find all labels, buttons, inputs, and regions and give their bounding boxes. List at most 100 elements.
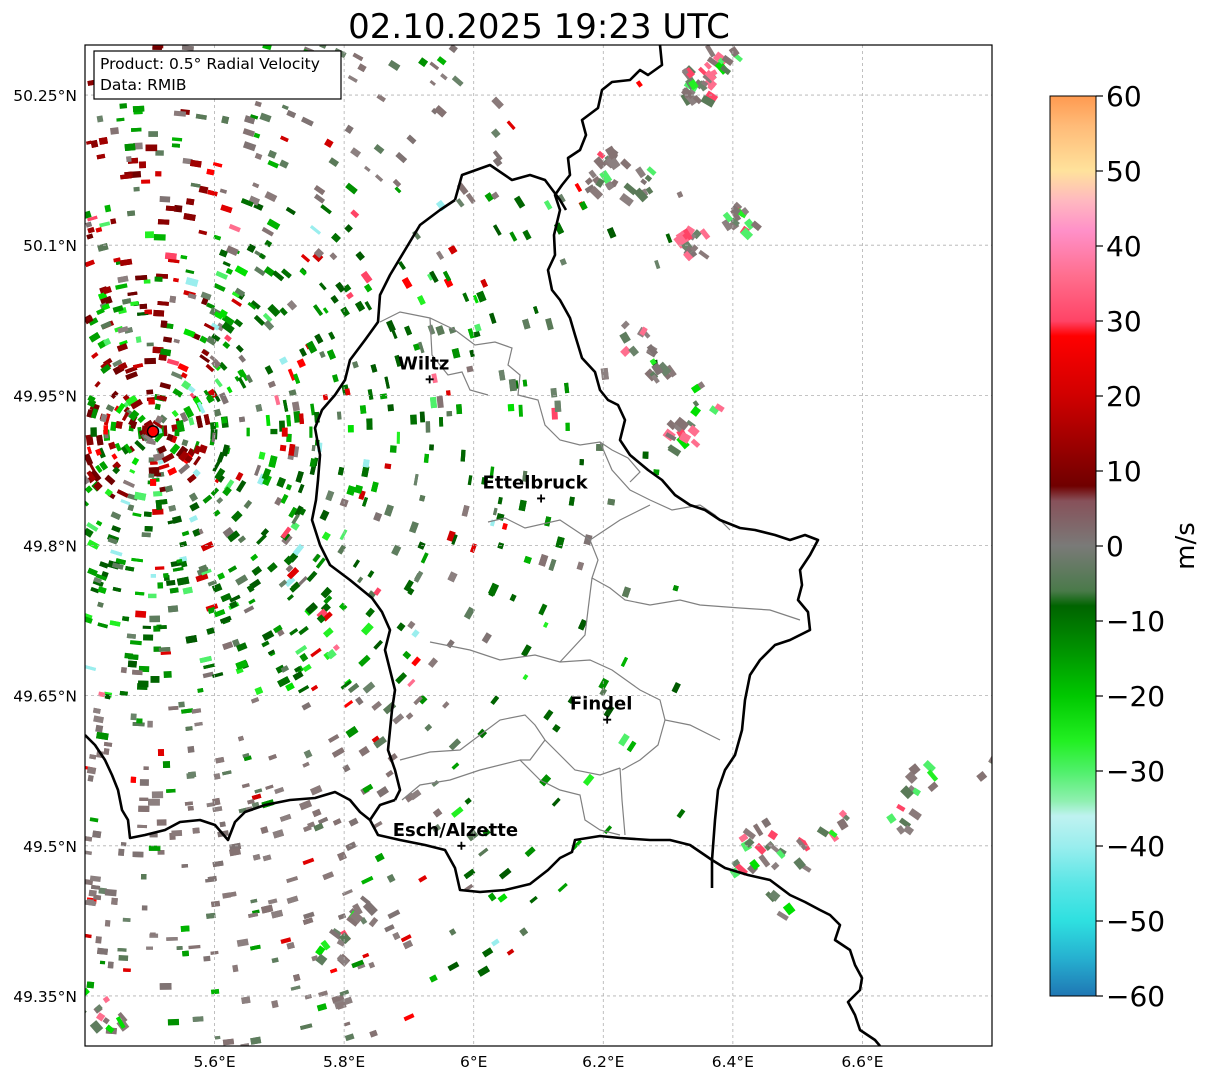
velocity-echo (681, 67, 689, 76)
velocity-echo (366, 418, 373, 430)
velocity-echo (148, 398, 155, 405)
velocity-echo (100, 364, 111, 374)
lon-tick-label: 6°E (460, 1053, 487, 1071)
map-borders (85, 45, 881, 1046)
velocity-echo (126, 156, 132, 163)
velocity-echo (189, 501, 200, 512)
velocity-echo (548, 558, 557, 571)
velocity-echo (154, 566, 165, 571)
velocity-echo (345, 725, 359, 738)
velocity-echo (700, 80, 709, 87)
velocity-echo (154, 403, 161, 410)
velocity-echo (315, 953, 328, 966)
velocity-echo (400, 934, 412, 943)
velocity-echo (328, 928, 342, 940)
velocity-echo (100, 413, 108, 423)
velocity-echo (212, 460, 221, 472)
velocity-echo (409, 789, 422, 801)
velocity-echo (171, 830, 183, 837)
velocity-echo (370, 481, 379, 493)
colorbar-tick-label: 60 (1106, 80, 1142, 113)
velocity-echo (439, 417, 444, 427)
velocity-echo (291, 401, 300, 412)
velocity-echo (163, 425, 168, 437)
velocity-echo (316, 614, 326, 624)
velocity-echo (676, 808, 686, 819)
velocity-echo (243, 605, 255, 614)
velocity-echo (137, 414, 146, 424)
velocity-echo (193, 455, 202, 466)
velocity-echo (319, 350, 326, 359)
velocity-echo (911, 787, 922, 797)
velocity-echo (389, 445, 397, 453)
velocity-echo (315, 557, 326, 569)
velocity-echo (87, 774, 94, 782)
colorbar-tick-label: 20 (1106, 380, 1142, 413)
velocity-echo (130, 713, 137, 721)
velocity-echo (656, 361, 672, 377)
velocity-echo (313, 304, 324, 317)
velocity-echo (720, 64, 732, 76)
velocity-echo (221, 416, 228, 424)
velocity-echo (309, 225, 321, 235)
velocity-echo (301, 116, 314, 127)
velocity-echo (112, 466, 121, 475)
velocity-echo (267, 898, 278, 905)
velocity-echo (290, 521, 300, 531)
velocity-echo (395, 672, 407, 684)
velocity-echo (128, 409, 140, 421)
velocity-echo (264, 239, 273, 248)
velocity-echo (579, 459, 585, 466)
velocity-echo (793, 857, 806, 871)
velocity-echo (286, 567, 300, 580)
velocity-echo (87, 446, 93, 455)
colorbar-scale (1050, 96, 1096, 996)
velocity-echo (379, 393, 388, 400)
velocity-echo (278, 579, 288, 588)
velocity-echo (329, 968, 338, 974)
colorbar: 60 50 40 30 20 10 0 −10 −20 −30 −40 −50 −60 m/s (1049, 80, 1201, 1013)
velocity-echo (108, 441, 117, 450)
velocity-echo (492, 507, 498, 516)
velocity-echo (110, 421, 117, 432)
velocity-echo (480, 278, 488, 288)
velocity-echo (103, 413, 111, 426)
velocity-echo (418, 341, 425, 354)
velocity-echo (200, 297, 209, 306)
velocity-echo (203, 322, 215, 331)
velocity-echo (707, 80, 718, 91)
velocity-echo (621, 586, 631, 598)
velocity-echo (235, 471, 244, 482)
velocity-echo (482, 947, 494, 958)
velocity-echo (247, 301, 257, 310)
velocity-echo (633, 187, 649, 203)
velocity-echo (93, 481, 103, 491)
velocity-echo (212, 162, 223, 168)
velocity-echo (180, 254, 188, 260)
velocity-echo (828, 829, 838, 838)
velocity-echo (221, 321, 235, 334)
velocity-echo (152, 46, 162, 50)
velocity-echo (265, 414, 271, 427)
velocity-echo (665, 233, 673, 244)
velocity-echo (238, 416, 246, 423)
velocity-echo (391, 544, 402, 556)
velocity-echo (262, 45, 273, 51)
velocity-echo (690, 438, 701, 448)
velocity-echo (131, 457, 140, 466)
velocity-echo (211, 333, 221, 342)
canton-boundary (379, 311, 641, 483)
velocity-echo (698, 66, 708, 76)
velocity-echo (524, 846, 536, 857)
velocity-echo (181, 439, 189, 447)
velocity-echo (384, 504, 394, 517)
velocity-echo (538, 554, 549, 567)
velocity-echo (87, 395, 96, 403)
velocity-echo (85, 485, 93, 494)
canton-boundary (621, 719, 666, 771)
velocity-echo (264, 191, 278, 203)
velocity-echo (222, 1038, 235, 1046)
velocity-echo (122, 298, 132, 305)
velocity-echo (138, 805, 150, 812)
velocity-echo (352, 52, 364, 62)
